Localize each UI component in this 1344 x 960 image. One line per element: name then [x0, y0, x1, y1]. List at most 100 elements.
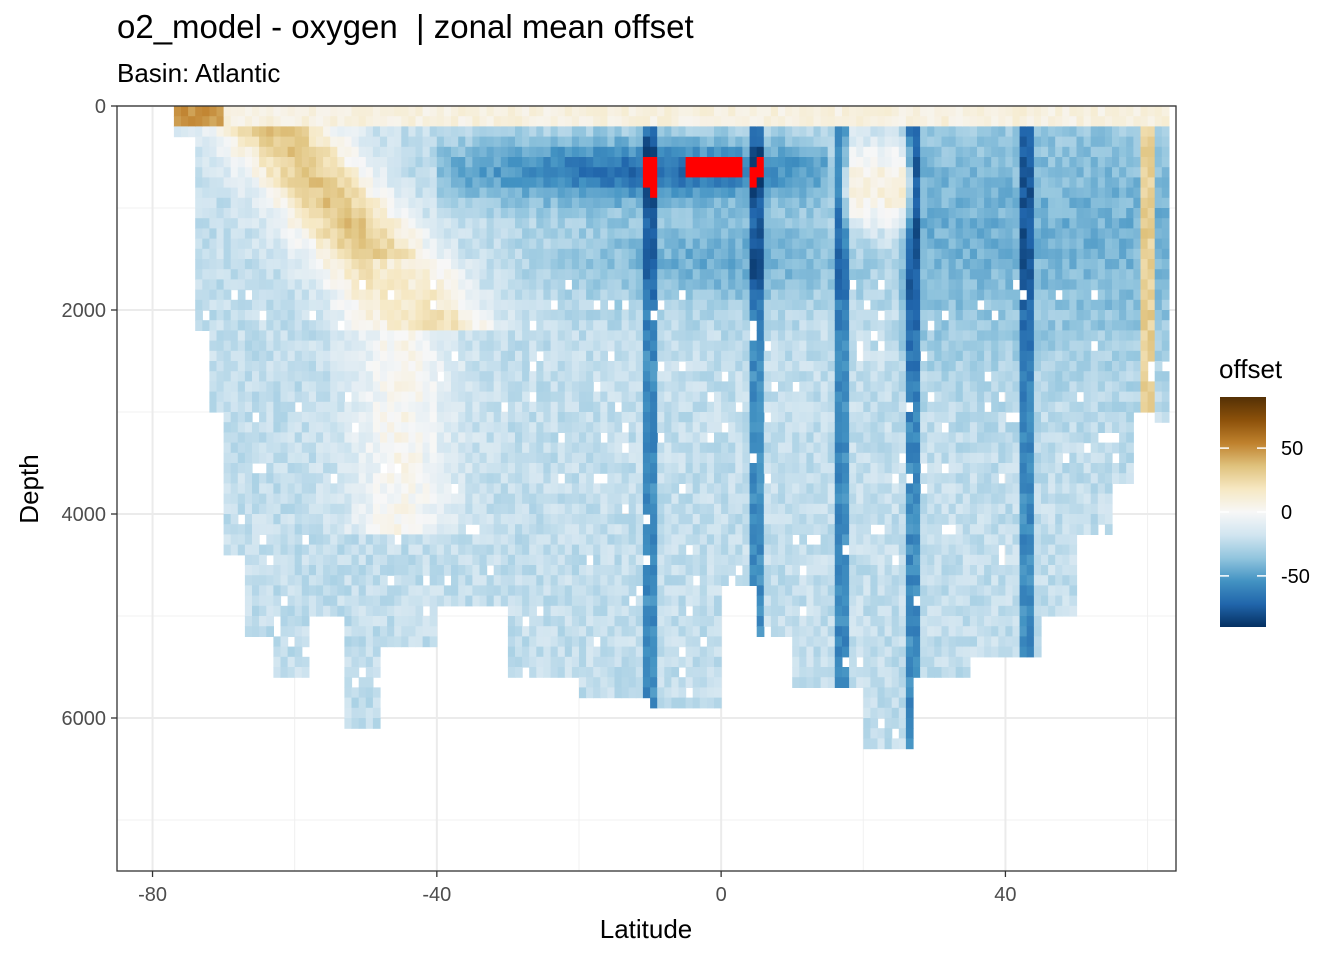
- heatmap-cell: [792, 616, 800, 627]
- heatmap-cell: [337, 116, 345, 127]
- heatmap-cell: [387, 269, 395, 280]
- heatmap-cell: [237, 452, 246, 464]
- heatmap-cell: [770, 126, 779, 138]
- heatmap-cell: [394, 401, 402, 413]
- heatmap-cell: [252, 595, 260, 607]
- heatmap-cell: [330, 554, 338, 566]
- heatmap-cell: [266, 575, 274, 586]
- heatmap-cell: [806, 208, 815, 219]
- heatmap-cell: [742, 330, 751, 342]
- heatmap-cell: [458, 554, 466, 566]
- heatmap-cell: [287, 259, 296, 270]
- heatmap-cell: [706, 667, 715, 678]
- heatmap-cell: [216, 391, 225, 403]
- heatmap-cell: [657, 381, 665, 393]
- heatmap-cell: [614, 544, 623, 556]
- heatmap-cell: [863, 452, 871, 464]
- heatmap-cell: [507, 656, 516, 668]
- heatmap-cell: [301, 514, 310, 525]
- heatmap-cell: [699, 646, 708, 658]
- heatmap-cell: [650, 371, 658, 382]
- heatmap-cell: [465, 197, 473, 209]
- heatmap-cell: [351, 330, 360, 342]
- heatmap-cell: [579, 503, 587, 515]
- heatmap-cell: [202, 299, 210, 311]
- heatmap-cell: [287, 667, 296, 678]
- heatmap-cell: [202, 187, 210, 199]
- heatmap-cell: [856, 259, 864, 270]
- heatmap-cell: [543, 289, 552, 301]
- heatmap-cell: [685, 585, 694, 597]
- heatmap-cell: [507, 289, 516, 301]
- heatmap-cell: [579, 626, 587, 637]
- heatmap-cell: [408, 218, 417, 229]
- heatmap-cell: [380, 605, 388, 617]
- heatmap-cell: [223, 146, 232, 158]
- heatmap-cell: [863, 595, 871, 607]
- heatmap-cell: [522, 575, 530, 586]
- heatmap-cell: [756, 177, 765, 189]
- heatmap-cell: [756, 534, 765, 546]
- heatmap-cell: [799, 238, 807, 250]
- heatmap-cell: [820, 218, 829, 229]
- heatmap-cell: [607, 187, 616, 199]
- heatmap-cell: [870, 116, 879, 127]
- heatmap-cell: [706, 116, 715, 127]
- heatmap-cell: [856, 565, 864, 576]
- heatmap-cell: [287, 106, 296, 117]
- heatmap-cell: [806, 126, 815, 138]
- heatmap-cell: [614, 452, 623, 464]
- heatmap-cell: [507, 524, 516, 535]
- heatmap-cell: [358, 177, 367, 189]
- heatmap-cell: [372, 361, 381, 372]
- heatmap-cell: [728, 146, 736, 158]
- heatmap-cell: [316, 554, 324, 566]
- heatmap-cell: [422, 371, 431, 382]
- heatmap-cell: [692, 259, 701, 270]
- heatmap-cell: [387, 585, 395, 597]
- heatmap-cell: [230, 432, 239, 444]
- heatmap-cell: [443, 432, 452, 444]
- heatmap-cell: [785, 391, 793, 403]
- heatmap-cell: [287, 442, 296, 454]
- heatmap-cell: [621, 340, 630, 352]
- heatmap-cell: [522, 106, 530, 117]
- heatmap-cell: [763, 289, 772, 301]
- heatmap-cell: [330, 289, 338, 301]
- heatmap-cell: [842, 636, 850, 648]
- heatmap-cell: [749, 412, 758, 423]
- heatmap-cell: [522, 248, 530, 260]
- heatmap-cell: [799, 167, 807, 178]
- heatmap-cell: [635, 208, 644, 219]
- heatmap-cell: [792, 197, 800, 209]
- heatmap-cell: [806, 432, 815, 444]
- heatmap-cell: [252, 350, 260, 362]
- heatmap-cell: [571, 452, 580, 464]
- heatmap-cell: [849, 116, 857, 127]
- heatmap-cell: [415, 493, 424, 505]
- heatmap-cell: [763, 167, 772, 178]
- heatmap-cell: [728, 228, 736, 240]
- heatmap-cell: [422, 248, 431, 260]
- heatmap-cell: [415, 442, 424, 454]
- heatmap-cell: [323, 177, 331, 189]
- heatmap-cell: [685, 197, 694, 209]
- heatmap-cell: [806, 289, 815, 301]
- heatmap-cell: [429, 146, 438, 158]
- heatmap-cell: [557, 493, 566, 505]
- heatmap-cell: [557, 626, 566, 637]
- heatmap-cell: [756, 554, 765, 566]
- heatmap-cell: [699, 289, 708, 301]
- heatmap-cell: [280, 310, 289, 321]
- heatmap-cell: [351, 391, 360, 403]
- heatmap-cell: [223, 432, 232, 444]
- heatmap-cell: [507, 544, 516, 556]
- heatmap-cell: [557, 279, 566, 291]
- heatmap-cell: [365, 401, 374, 413]
- heatmap-cell: [529, 595, 537, 607]
- heatmap-cell: [842, 452, 850, 464]
- heatmap-cell: [301, 330, 310, 342]
- heatmap-cell: [664, 544, 672, 556]
- heatmap-cell: [458, 432, 466, 444]
- heatmap-cell: [849, 320, 857, 331]
